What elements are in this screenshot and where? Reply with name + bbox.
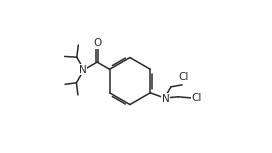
Text: Cl: Cl	[178, 71, 189, 82]
Text: Cl: Cl	[191, 93, 202, 103]
Text: N: N	[79, 65, 87, 75]
Text: N: N	[162, 94, 170, 104]
Text: O: O	[93, 38, 101, 48]
